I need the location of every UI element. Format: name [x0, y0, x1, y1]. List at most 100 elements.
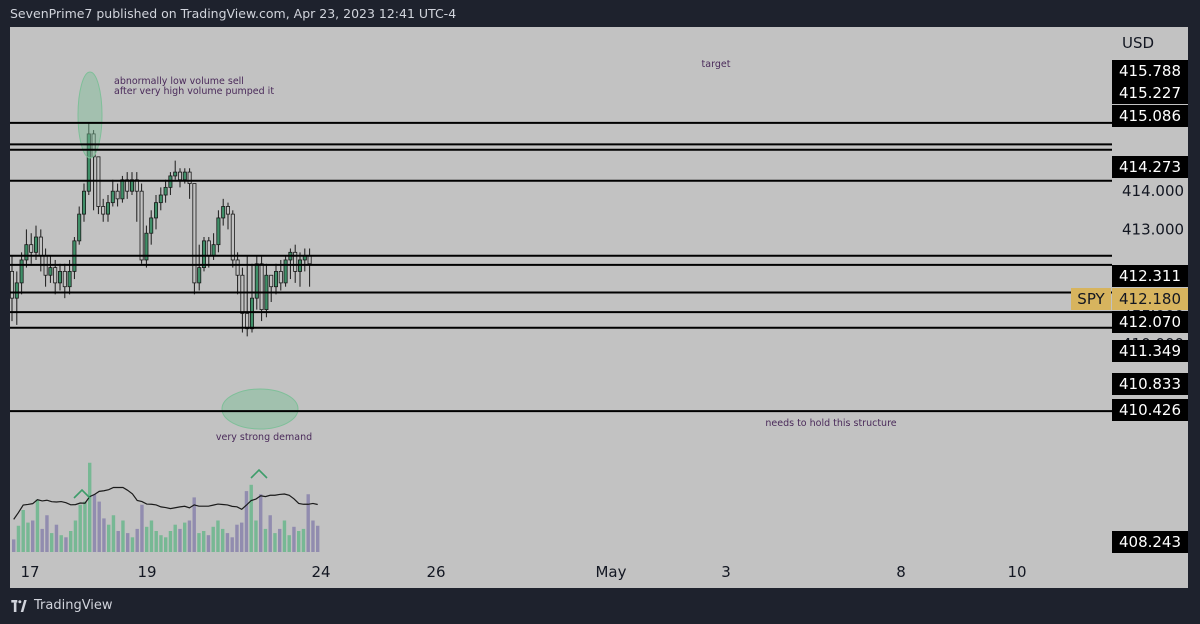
candle-down — [125, 179, 130, 192]
volume-bar — [240, 522, 244, 552]
level-price-label: 412.070 — [1119, 313, 1181, 331]
volume-bar — [135, 528, 139, 552]
candle-up — [249, 297, 254, 330]
level-price-label: 415.086 — [1119, 107, 1181, 125]
volume-arrow-icon — [250, 468, 268, 479]
candle-down — [269, 274, 274, 288]
candle-down — [235, 259, 240, 276]
candle-down — [62, 271, 67, 288]
candle-up — [221, 206, 226, 219]
level-price-label: 412.311 — [1119, 267, 1181, 285]
candle-down — [192, 183, 197, 284]
candle-down — [278, 271, 283, 284]
level-price-label: 415.788 — [1119, 62, 1181, 80]
candle-up — [86, 133, 91, 192]
candle-down — [240, 274, 245, 314]
volume-bar — [97, 501, 101, 552]
last-price-label: 412.180 — [1119, 290, 1181, 308]
chart-annotation: very strong demand — [216, 432, 312, 443]
level-price-label: 415.227 — [1119, 84, 1181, 102]
candle-up — [19, 259, 24, 284]
candle-up — [158, 194, 163, 204]
volume-bar — [244, 491, 249, 552]
volume-bar — [282, 520, 287, 552]
price-tick-label: 414.000 — [1122, 182, 1184, 200]
volume-bar — [149, 520, 154, 552]
level-price-tag — [1112, 156, 1188, 178]
level-price-tag — [1112, 340, 1188, 362]
volume-bar — [173, 524, 177, 552]
candle-up — [144, 232, 149, 261]
chart-annotation: target — [702, 59, 731, 70]
candle-up — [197, 267, 202, 284]
time-tick-label: 8 — [896, 563, 906, 581]
candle-up — [173, 171, 178, 177]
level-price-label: 411.349 — [1119, 342, 1181, 360]
candle-down — [134, 179, 139, 192]
volume-bar — [187, 520, 192, 552]
volume-bar — [69, 531, 73, 552]
candle-down — [9, 271, 14, 299]
volume-bar — [121, 520, 125, 552]
candle-down — [139, 190, 144, 261]
volume-bar — [263, 528, 268, 552]
volume-bar — [211, 526, 215, 552]
volume-bar — [278, 528, 282, 552]
price-tick-label: 413.000 — [1122, 220, 1184, 238]
chart-annotation: needs to hold this structure — [765, 418, 896, 429]
volume-bar — [235, 524, 239, 552]
chart-annotation: abnormally low volume sell — [114, 76, 244, 87]
volume-bar — [92, 494, 97, 552]
candle-up — [58, 271, 63, 284]
volume-bar — [31, 520, 35, 552]
candle-up — [120, 179, 125, 200]
volume-bar — [140, 504, 144, 552]
volume-bar — [268, 515, 272, 552]
volume-bar — [12, 539, 16, 552]
level-price-tag — [1112, 311, 1188, 333]
volume-bar — [259, 494, 263, 552]
candle-up — [254, 263, 259, 299]
tradingview-brand: TradingView — [34, 598, 113, 613]
plot-area — [10, 27, 1112, 555]
volume-bar — [107, 524, 111, 552]
volume-bar — [50, 533, 54, 552]
chart-annotation: after very high volume pumped it — [114, 86, 274, 97]
volume-bar — [64, 537, 68, 552]
volume-bar — [225, 533, 230, 552]
candle-up — [149, 217, 154, 234]
volume-bar — [83, 501, 87, 552]
volume-bar — [116, 531, 120, 552]
volume-bar — [45, 515, 49, 552]
volume-bar — [292, 526, 296, 552]
volume-bar — [202, 531, 206, 552]
time-axis-area — [10, 555, 1188, 588]
volume-bar — [221, 528, 225, 552]
last-price-tag — [1112, 288, 1188, 310]
volume-bar — [306, 494, 310, 552]
candle-down — [101, 206, 106, 215]
candle-up — [14, 282, 19, 299]
candle-up — [110, 190, 115, 204]
candle-down — [29, 244, 34, 253]
volume-bar — [230, 537, 234, 552]
time-tick-label: May — [595, 563, 626, 581]
candle-down — [245, 313, 250, 330]
candle-up — [153, 202, 158, 219]
level-price-label: 410.833 — [1119, 375, 1181, 393]
candle-down — [259, 263, 264, 311]
volume-bar — [164, 537, 168, 552]
candle-down — [225, 206, 230, 215]
volume-bar — [297, 531, 301, 552]
candle-up — [48, 267, 53, 276]
volume-average-line — [13, 486, 318, 520]
volume-bar — [183, 522, 187, 552]
volume-bar — [273, 533, 277, 552]
tradingview-logo-icon — [11, 599, 27, 612]
tradingview-footer: TradingView — [10, 598, 113, 613]
candle-up — [201, 240, 206, 269]
level-price-tag — [1112, 531, 1188, 553]
candle-down — [206, 240, 211, 257]
candle-up — [67, 271, 72, 288]
